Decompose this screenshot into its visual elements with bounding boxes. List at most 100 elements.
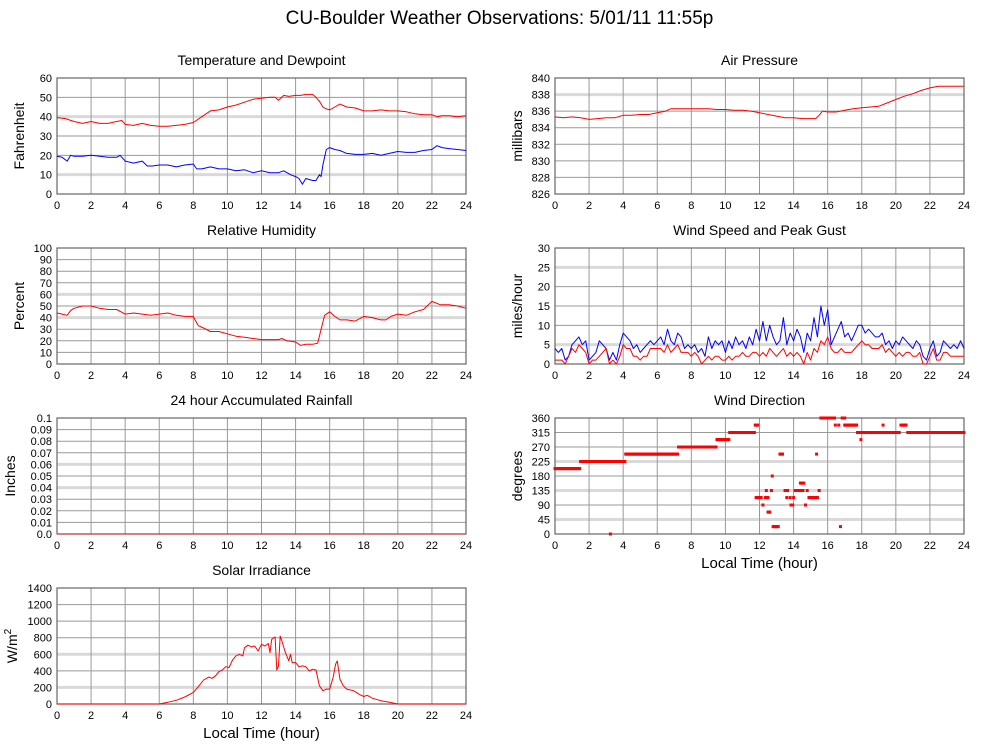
data-point [788, 496, 792, 500]
y-tick-label: 315 [532, 428, 550, 440]
x-tick-label: 20 [392, 370, 404, 382]
x-tick-label: 0 [54, 200, 60, 212]
y-tick-label: 0.04 [31, 483, 52, 495]
chart-title: Wind Direction [714, 392, 805, 408]
y-tick-label: 40 [40, 112, 52, 124]
x-tick-label: 16 [324, 540, 336, 552]
data-point [837, 423, 841, 427]
data-point [752, 431, 756, 434]
x-tick-label: 8 [190, 200, 196, 212]
data-point [792, 496, 796, 500]
y-axis-label-superscript: 2 [3, 628, 14, 634]
y-tick-label: 360 [532, 413, 550, 425]
x-tick-label: 4 [122, 540, 128, 552]
data-point [815, 452, 819, 456]
x-tick-label: 10 [221, 710, 233, 722]
data-point [756, 423, 760, 427]
x-tick-label: 24 [958, 540, 970, 552]
x-tick-label: 10 [719, 200, 731, 212]
y-tick-label: 0.0 [37, 529, 52, 541]
x-tick-label: 0 [54, 370, 60, 382]
x-tick-label: 8 [688, 200, 694, 212]
x-tick-label: 8 [688, 540, 694, 552]
y-tick-label: 20 [40, 336, 52, 348]
y-axis-label: millibars [509, 110, 525, 161]
y-tick-label: 1200 [28, 600, 52, 612]
y-tick-label: 10 [40, 347, 52, 359]
y-tick-label: 60 [40, 289, 52, 301]
x-tick-label: 16 [822, 370, 834, 382]
x-tick-label: 4 [620, 200, 626, 212]
x-tick-label: 6 [156, 200, 162, 212]
x-tick-label: 0 [552, 540, 558, 552]
chart-solar: Solar Irradiance020040060080010001200140… [3, 562, 472, 742]
y-tick-label: 840 [532, 73, 550, 85]
x-tick-label: 22 [426, 370, 438, 382]
series-temperature [56, 93, 467, 127]
y-tick-label: 600 [34, 649, 52, 661]
y-tick-label: 0.01 [31, 517, 52, 529]
chart-rainfall: 24 hour Accumulated Rainfall0.00.010.020… [2, 392, 472, 552]
data-point [855, 423, 859, 427]
x-tick-label: 18 [856, 370, 868, 382]
data-point [768, 510, 772, 514]
data-point [817, 489, 821, 492]
x-tick-label: 4 [122, 200, 128, 212]
x-tick-label: 18 [358, 540, 370, 552]
y-tick-label: 832 [532, 139, 550, 151]
plot-frame [56, 77, 467, 195]
data-point [962, 431, 966, 434]
x-axis-label: Local Time (hour) [203, 725, 320, 742]
y-tick-label: 30 [40, 131, 52, 143]
x-tick-label: 14 [289, 540, 301, 552]
chart-title: Air Pressure [721, 52, 798, 68]
x-tick-label: 8 [190, 370, 196, 382]
y-tick-label: 400 [34, 666, 52, 678]
y-tick-label: 830 [532, 156, 550, 168]
y-tick-label: 20 [40, 150, 52, 162]
x-tick-label: 10 [221, 370, 233, 382]
x-tick-label: 12 [255, 540, 267, 552]
data-point [766, 496, 770, 500]
series-pressure [554, 85, 964, 120]
y-tick-label: 0 [544, 359, 550, 371]
y-tick-label: 0.02 [31, 506, 52, 518]
y-tick-label: 45 [538, 515, 550, 527]
plot-frame [554, 77, 965, 195]
data-point [815, 496, 819, 500]
data-point [789, 503, 793, 507]
y-tick-label: 20 [538, 282, 550, 294]
x-tick-label: 20 [890, 200, 902, 212]
x-tick-label: 14 [289, 710, 301, 722]
plot-frame [56, 587, 467, 705]
x-tick-label: 22 [924, 200, 936, 212]
plot-frame [554, 247, 965, 365]
x-tick-label: 2 [88, 370, 94, 382]
x-tick-label: 12 [255, 200, 267, 212]
x-tick-label: 2 [88, 710, 94, 722]
x-tick-label: 4 [122, 710, 128, 722]
data-point [791, 503, 795, 507]
data-point [786, 489, 790, 492]
data-point [578, 467, 582, 471]
x-tick-label: 2 [88, 540, 94, 552]
series-solar-irradiance [57, 635, 466, 705]
data-point [623, 460, 627, 463]
y-tick-label: 15 [538, 301, 550, 313]
y-tick-label: 90 [538, 500, 550, 512]
x-tick-label: 22 [426, 200, 438, 212]
x-tick-label: 24 [460, 540, 472, 552]
data-point [781, 452, 785, 456]
x-tick-label: 24 [958, 200, 970, 212]
x-tick-label: 14 [289, 370, 301, 382]
x-tick-label: 12 [753, 200, 765, 212]
x-tick-label: 14 [289, 200, 301, 212]
data-point [608, 532, 612, 536]
data-point [676, 452, 680, 456]
x-tick-label: 0 [552, 200, 558, 212]
y-axis-label: Fahrenheit [11, 102, 27, 169]
y-tick-label: 1000 [28, 616, 52, 628]
